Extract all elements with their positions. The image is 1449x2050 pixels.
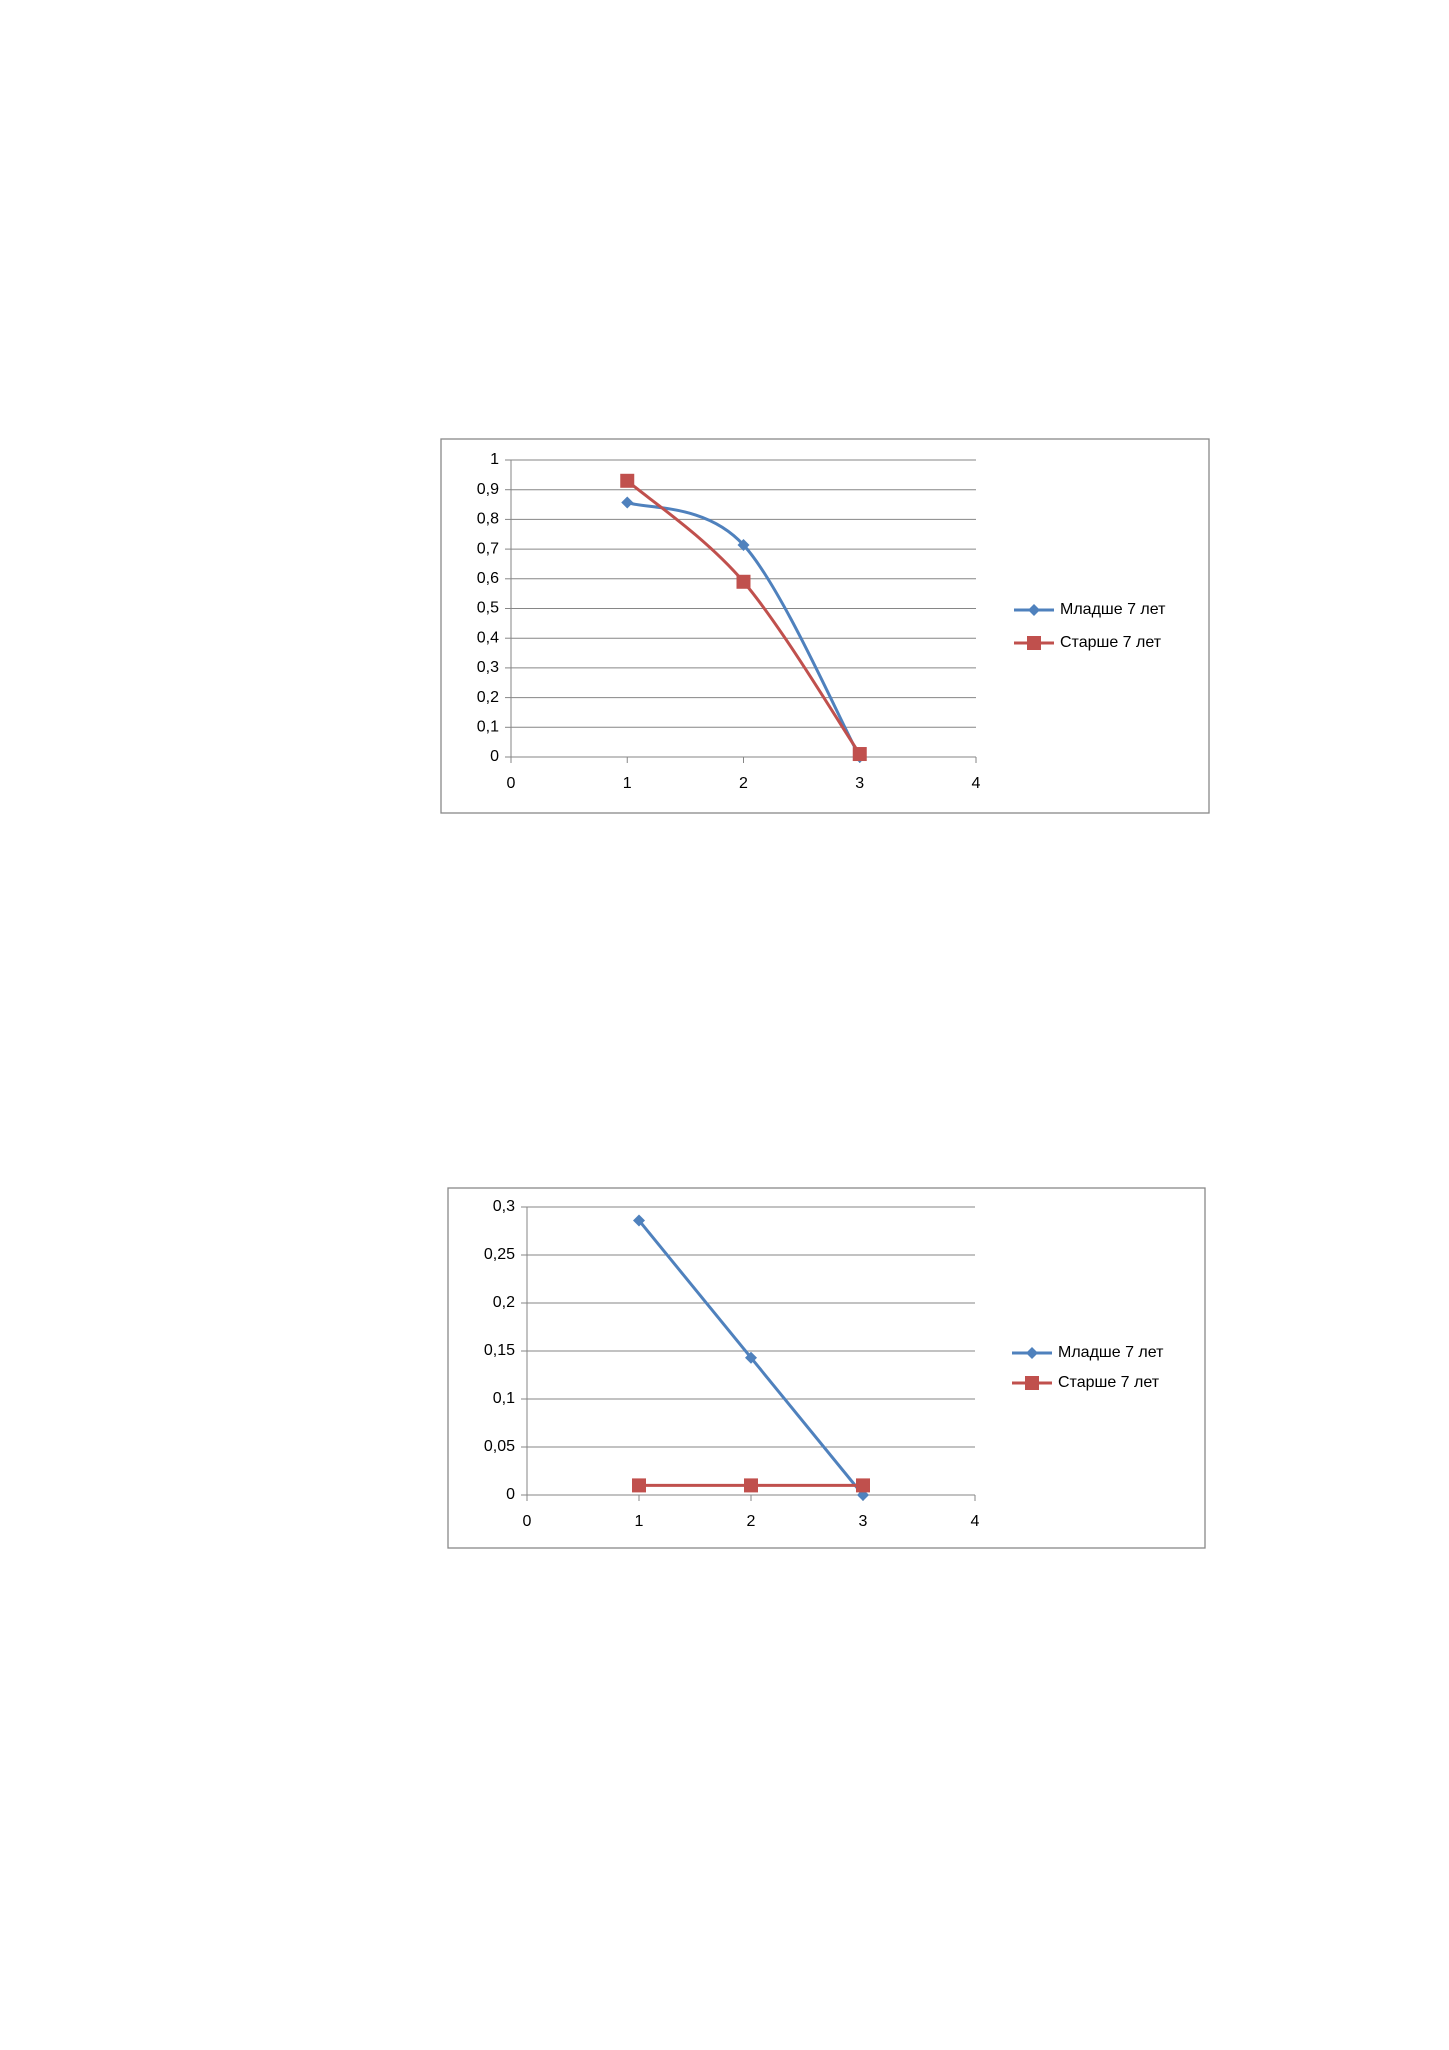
y-tick-label: 0,15 xyxy=(484,1342,515,1359)
x-tick-label: 2 xyxy=(747,1513,756,1530)
y-tick-label: 0 xyxy=(506,1486,515,1503)
legend-label: Старше 7 лет xyxy=(1058,1374,1160,1391)
chart-frame xyxy=(440,438,1210,814)
legend-marker xyxy=(1026,1347,1038,1359)
x-tick-label: 1 xyxy=(623,775,632,792)
data-point xyxy=(621,496,634,509)
x-tick-label: 2 xyxy=(739,775,748,792)
legend-marker xyxy=(1028,604,1040,616)
legend-marker xyxy=(1025,1376,1039,1390)
y-tick-label: 0,1 xyxy=(477,719,499,736)
series-line xyxy=(626,479,861,755)
y-tick-label: 0,4 xyxy=(477,629,499,646)
y-tick-label: 0,7 xyxy=(477,540,499,557)
legend-label: Младше 7 лет xyxy=(1060,601,1166,618)
data-point xyxy=(744,1478,758,1493)
y-tick-label: 0,3 xyxy=(493,1198,515,1215)
x-tick-label: 3 xyxy=(859,1513,868,1530)
data-point xyxy=(745,1351,757,1364)
data-point xyxy=(736,574,751,589)
legend-label: Старше 7 лет xyxy=(1060,634,1162,651)
y-tick-label: 0,9 xyxy=(477,481,499,498)
y-tick-label: 0,2 xyxy=(493,1294,515,1311)
y-tick-label: 0,25 xyxy=(484,1246,515,1263)
data-point xyxy=(632,1478,646,1493)
data-point xyxy=(737,538,750,551)
y-tick-label: 0,05 xyxy=(484,1438,515,1455)
x-tick-label: 4 xyxy=(971,1513,980,1530)
y-tick-label: 0,5 xyxy=(477,600,499,617)
chart-frame xyxy=(447,1187,1206,1549)
data-point xyxy=(852,747,867,762)
x-tick-label: 1 xyxy=(635,1513,644,1530)
y-tick-label: 0,6 xyxy=(477,570,499,587)
y-tick-label: 0 xyxy=(490,748,499,765)
data-point xyxy=(856,1478,870,1493)
x-tick-label: 0 xyxy=(523,1513,532,1530)
x-tick-label: 3 xyxy=(855,775,864,792)
y-tick-label: 0,1 xyxy=(493,1390,515,1407)
y-tick-label: 1 xyxy=(490,451,499,468)
y-tick-label: 0,8 xyxy=(477,511,499,528)
y-tick-label: 0,2 xyxy=(477,689,499,706)
legend-marker xyxy=(1027,636,1041,650)
y-tick-label: 0,3 xyxy=(477,659,499,676)
legend-label: Младше 7 лет xyxy=(1058,1344,1164,1361)
data-point xyxy=(620,473,635,488)
data-point xyxy=(633,1214,645,1227)
x-tick-label: 4 xyxy=(972,775,981,792)
x-tick-label: 0 xyxy=(507,775,516,792)
